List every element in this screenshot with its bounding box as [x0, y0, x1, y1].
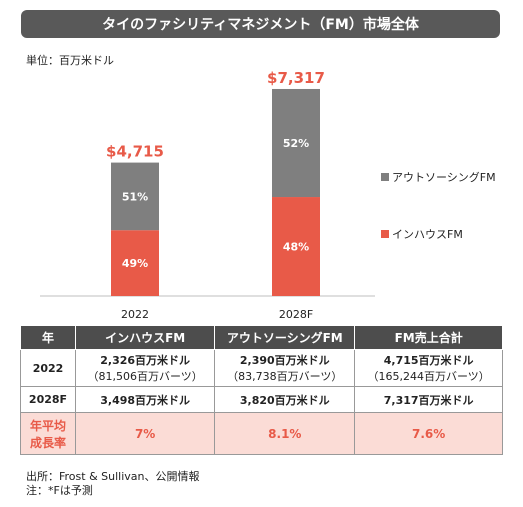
- table-row: 2022 2,326百万米ドル （81,506百万バーツ） 2,390百万米ドル （…: [20, 349, 503, 387]
- cell-inhouse: 3,498百万米ドル: [74, 386, 216, 413]
- cagr-outsourcing: 8.1%: [214, 412, 356, 455]
- cell-thb: （81,506百万バーツ）: [87, 370, 203, 383]
- stacked-bar-chart: 49% 51% $4,715 2022 48% 52% $7,317 2028F アウトソーシン…: [40, 69, 496, 321]
- header-year: 年: [20, 325, 76, 350]
- cell-outsourcing: 3,820百万米ドル: [214, 386, 356, 413]
- cell-thb: （83,738百万バーツ）: [227, 370, 343, 383]
- segment-label: 52%: [283, 137, 309, 150]
- legend-swatch: [381, 230, 389, 238]
- legend-swatch: [381, 173, 389, 181]
- row-year: 2022: [20, 349, 76, 387]
- cell-inhouse: 2,326百万米ドル （81,506百万バーツ）: [74, 349, 216, 387]
- header-outsourcing: アウトソーシングFM: [214, 325, 356, 350]
- segment-label: 48%: [283, 241, 309, 254]
- source-note: 出所：Frost & Sullivan、公開情報: [26, 470, 200, 483]
- cell-total: 4,715百万米ドル （165,244百万バーツ）: [354, 349, 503, 387]
- table-header-row: 年 インハウスFM アウトソーシングFM FM売上合計: [20, 325, 503, 350]
- footnotes: 出所：Frost & Sullivan、公開情報 注：*Fは予測: [26, 470, 200, 498]
- cagr-label-line2: 成長率: [29, 435, 66, 450]
- data-table: 年 インハウスFM アウトソーシングFM FM売上合計 2022 2,326百万…: [20, 325, 503, 455]
- cagr-row: 年平均成長率 7% 8.1% 7.6%: [20, 412, 503, 455]
- bar-segment: [272, 197, 320, 296]
- forecast-note: 注：*Fは予測: [26, 484, 93, 497]
- bar-segment: [272, 88, 320, 198]
- cell-thb: （165,244百万バーツ）: [367, 370, 490, 383]
- bar-segment: [111, 162, 159, 231]
- header-total: FM売上合計: [354, 325, 503, 350]
- cell-usd: 2,390百万米ドル: [239, 354, 330, 367]
- cagr-inhouse: 7%: [74, 412, 216, 455]
- chart-title: タイのファシリティマネジメント（FM）市場全体: [21, 10, 500, 38]
- total-label: $7,317: [267, 69, 325, 87]
- segment-label: 51%: [122, 190, 148, 203]
- cagr-total: 7.6%: [354, 412, 503, 455]
- legend-label: インハウスFM: [392, 228, 463, 241]
- unit-label: 単位：百万米ドル: [26, 54, 114, 67]
- cell-usd: 4,715百万米ドル: [383, 354, 474, 367]
- cell-total: 7,317百万米ドル: [354, 386, 503, 413]
- legend-label: アウトソーシングFM: [392, 170, 496, 184]
- table-row: 2028F 3,498百万米ドル 3,820百万米ドル 7,317百万米ドル: [20, 386, 503, 413]
- segment-label: 49%: [122, 257, 148, 270]
- header-inhouse: インハウスFM: [74, 325, 216, 350]
- row-year: 2028F: [20, 386, 76, 413]
- cell-outsourcing: 2,390百万米ドル （83,738百万バーツ）: [214, 349, 356, 387]
- x-tick-label: 2022: [121, 308, 149, 321]
- x-tick-label: 2028F: [279, 308, 313, 321]
- bar-segment: [111, 230, 159, 296]
- cagr-label: 年平均 成長率: [20, 412, 76, 455]
- cell-usd: 2,326百万米ドル: [100, 354, 191, 367]
- cagr-label-line1: 年平均: [29, 418, 66, 433]
- total-label: $4,715: [106, 143, 164, 161]
